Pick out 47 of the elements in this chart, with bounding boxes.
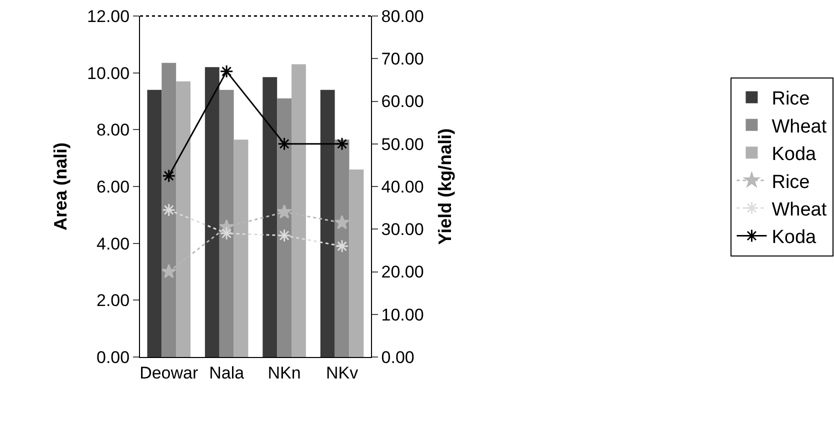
point bbox=[335, 239, 349, 253]
legend-label: Wheat bbox=[772, 199, 828, 220]
point bbox=[335, 137, 349, 151]
y-axis-title: Area (nali) bbox=[50, 142, 70, 231]
y2-axis-title: Yield (kg/nali) bbox=[434, 128, 455, 245]
point bbox=[220, 226, 234, 240]
y2-tick-label: 70.00 bbox=[381, 50, 424, 69]
y2-tick-label: 40.00 bbox=[381, 177, 424, 196]
point bbox=[334, 214, 350, 230]
legend-label: Wheat bbox=[772, 116, 828, 138]
x-tick-label: Nala bbox=[209, 363, 245, 382]
bar bbox=[147, 90, 162, 357]
legend-label: Rice bbox=[772, 172, 810, 193]
y-tick-label: 12.00 bbox=[87, 6, 130, 26]
bar bbox=[277, 98, 292, 357]
y2-tick-label: 20.00 bbox=[381, 262, 424, 282]
y-tick-label: 4.00 bbox=[96, 234, 130, 254]
y-tick-label: 10.00 bbox=[87, 64, 130, 83]
point bbox=[162, 203, 176, 217]
y2-tick-label: 30.00 bbox=[381, 220, 424, 240]
point bbox=[276, 204, 292, 218]
bar bbox=[320, 90, 335, 357]
point bbox=[278, 137, 292, 151]
y-tick-label: 6.00 bbox=[96, 177, 130, 196]
y-tick-label: 8.00 bbox=[96, 120, 130, 140]
bar bbox=[162, 62, 176, 357]
y2-tick-label: 0.00 bbox=[381, 348, 414, 367]
bar bbox=[219, 90, 234, 357]
bar bbox=[204, 67, 220, 357]
x-tick-label: NKv bbox=[326, 363, 359, 382]
y2-tick-label: 50.00 bbox=[381, 134, 424, 154]
legend-label: Koda bbox=[772, 227, 817, 248]
y-tick-label: 2.00 bbox=[96, 291, 130, 310]
point bbox=[278, 228, 292, 242]
legend-label: Koda bbox=[772, 144, 817, 166]
y2-tick-label: 60.00 bbox=[381, 92, 424, 112]
bar bbox=[334, 140, 350, 357]
x-tick-label: NKn bbox=[268, 363, 301, 382]
y2-tick-label: 80.00 bbox=[381, 6, 424, 26]
y2-tick-label: 10.00 bbox=[381, 305, 424, 324]
point bbox=[220, 64, 234, 78]
y-tick-label: 0.00 bbox=[96, 348, 130, 367]
x-tick-label: Deowar bbox=[140, 363, 198, 382]
point bbox=[162, 169, 176, 183]
legend-label: Rice bbox=[772, 88, 810, 110]
bar bbox=[262, 77, 278, 357]
point bbox=[161, 264, 176, 278]
